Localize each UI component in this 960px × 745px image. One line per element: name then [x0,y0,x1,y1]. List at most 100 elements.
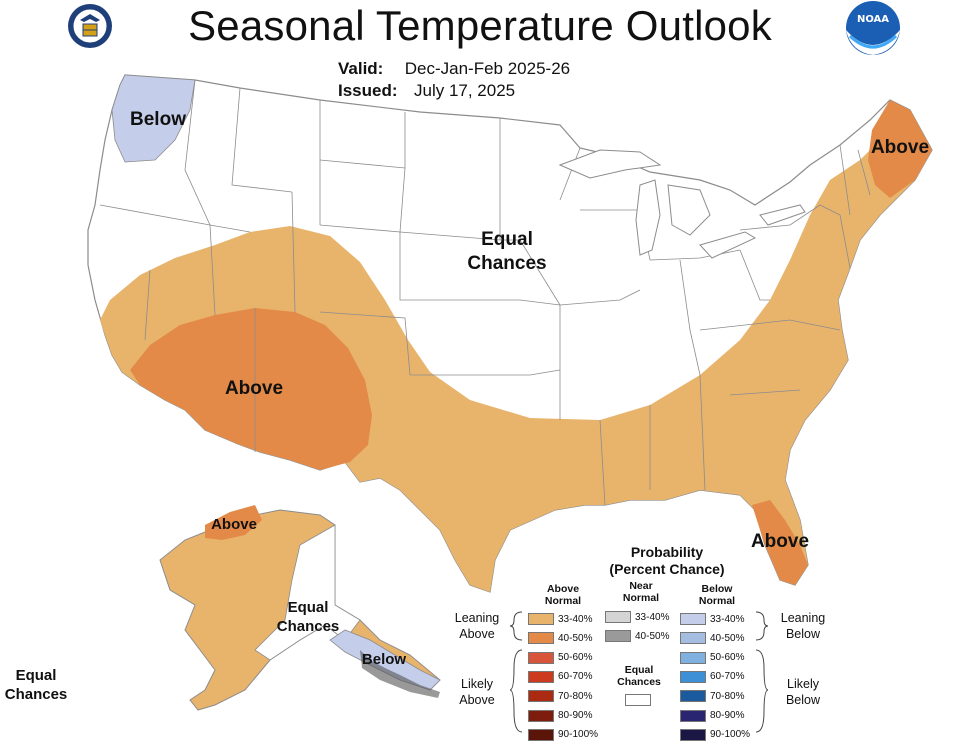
legend-leaning-below: Leaning Below [768,610,838,642]
legend-head-above-1: Above [546,583,580,595]
legend-head-near-2: Normal [622,592,660,604]
label-ak-equal: Equal Chances [268,598,348,636]
legend-row-below-1: 40-50% [680,630,744,646]
label-ak-equal-line1: Equal [287,599,329,616]
region-above-leaning-south [100,110,932,592]
legend-likely-above-2: Above [459,693,495,707]
region-below-northwest [111,74,196,163]
legend-row-above-3: 60-70% [528,669,592,685]
label-central-equal: Equal Chances [452,228,562,276]
legend-row-below-0: 33-40% [680,611,744,627]
doc-seal-icon [68,4,112,48]
label-hi-equal-line1: Equal [15,667,57,684]
brace-leaning-below [755,611,769,641]
legend-head-below-1: Below [701,583,733,595]
alaska-above-40-50-north [205,505,262,540]
region-above-40-50-maine [868,100,932,198]
brace-likely-below [755,649,769,733]
legend-equal-label: Equal Chances [610,664,668,688]
legend-row-above-6: 90-100% [528,727,598,743]
legend-swatch-below-3 [680,670,706,683]
label-central-equal-line1: Equal [481,229,533,250]
legend-likely-below: Likely Below [768,676,838,708]
svg-text:NOAA: NOAA [857,14,889,25]
legend-row-above-0: 33-40% [528,611,592,627]
legend-row-below-3: 60-70% [680,669,744,685]
legend-equal-line2: Chances [617,676,661,688]
legend-row-below-2: 50-60% [680,650,744,666]
label-hi-equal: Equal Chances [0,666,72,704]
legend-equal-swatch [625,694,651,706]
legend-equal-line1: Equal [624,664,654,676]
legend-row-above-4: 70-80% [528,688,592,704]
label-ak-above: Above [211,516,257,533]
legend-title-line2: (Percent Chance) [609,561,725,577]
legend-swatch-below-2 [680,651,706,664]
legend-range-above-5: 80-90% [558,710,593,721]
legend-range-below-5: 80-90% [710,710,745,721]
legend-swatch-below-0 [680,613,706,625]
page-title: Seasonal Temperature Outlook [188,2,772,49]
legend-row-near-1: 40-50% [605,628,669,644]
great-lake-ontario [759,204,806,226]
legend-swatch-above-3 [528,670,554,683]
legend-head-near-1: Near [629,580,653,592]
legend-range-below-2: 50-60% [710,652,745,664]
noaa-logo-icon: NOAA [846,1,900,55]
legend-range-above-2: 50-60% [558,652,593,664]
legend-leaning-above-2: Above [459,627,495,641]
label-fl-above: Above [750,531,810,552]
great-lake-erie [699,231,757,259]
legend-leaning-below-1: Leaning [780,611,826,625]
label-ak-below: Below [361,651,407,668]
legend-head-below: Below Normal [682,583,752,607]
legend-swatch-near-1 [605,630,631,643]
legend-likely-below-2: Below [785,693,821,707]
legend-swatch-above-0 [528,613,554,625]
legend-swatch-near-0 [605,611,631,623]
region-above-40-50-southwest [130,308,372,470]
valid-value: Dec-Jan-Feb 2025-26 [404,59,571,78]
legend-likely-below-1: Likely [787,677,819,691]
issued-value: July 17, 2025 [414,81,516,100]
legend-head-above-2: Normal [544,595,582,607]
legend-title-line1: Probability [630,544,704,560]
alaska-islands [360,650,440,698]
great-lake-michigan [635,179,661,256]
legend-leaning-below-2: Below [785,627,821,641]
legend-row-above-5: 80-90% [528,708,592,724]
alaska-equal-region [254,524,361,661]
legend-row-near-0: 33-40% [605,609,669,625]
legend-range-below-6: 90-100% [710,729,751,741]
valid-label: Valid: [338,59,384,78]
legend-row-below-4: 70-80% [680,688,744,704]
label-ne-above: Above [870,137,930,158]
legend-swatch-below-1 [680,632,706,645]
legend-likely-above: Likely Above [442,676,512,708]
legend-swatch-below-4 [680,690,706,703]
legend-swatch-below-5 [680,709,706,722]
outlook-meta: Valid: Dec-Jan-Feb 2025-26 Issued: July 1… [338,58,570,102]
legend-row-below-6: 90-100% [680,727,750,743]
label-sw-above: Above [224,378,284,399]
legend-range-below-3: 60-70% [710,671,745,683]
legend-row-above-2: 50-60% [528,650,592,666]
legend-range-above-1: 40-50% [558,632,593,644]
brace-likely-above [509,649,523,733]
legend-swatch-above-2 [528,651,554,664]
legend-range-below-1: 40-50% [710,632,745,644]
legend-swatch-above-1 [528,632,554,645]
label-nw-below: Below [130,109,186,130]
legend-range-above-0: 33-40% [558,613,593,625]
state-borders [99,79,871,506]
legend-range-below-4: 70-80% [710,690,745,702]
legend-range-above-6: 90-100% [558,729,599,741]
legend-swatch-above-6 [528,728,554,741]
legend-head-above: Above Normal [528,583,598,607]
legend-range-below-0: 33-40% [710,613,745,625]
issued-label: Issued: [338,81,398,100]
legend-range-above-3: 60-70% [558,671,593,683]
legend-head-near: Near Normal [606,580,676,604]
